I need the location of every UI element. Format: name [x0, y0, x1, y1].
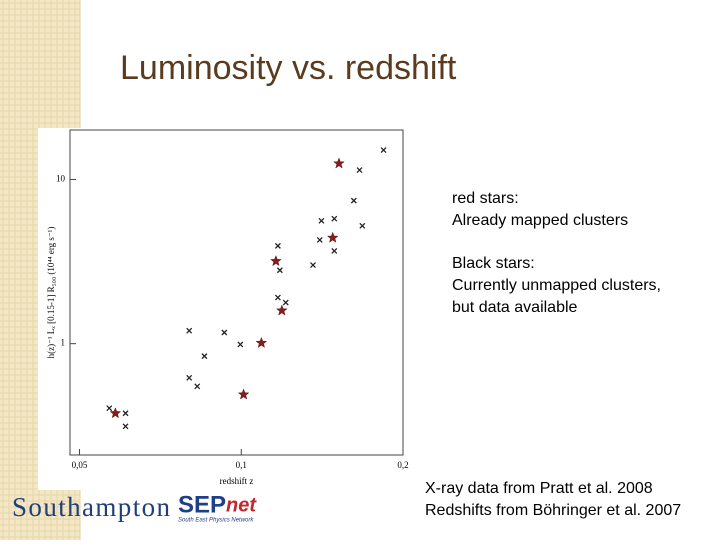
- cross-point: [122, 423, 129, 430]
- cross-point: [331, 215, 338, 222]
- southampton-logo: Southampton: [12, 492, 171, 522]
- cross-point: [106, 405, 113, 412]
- net-logo: net: [226, 494, 257, 516]
- note: but data available: [452, 299, 578, 316]
- cross-point: [350, 197, 357, 204]
- cross-point: [316, 237, 323, 243]
- y-axis-label: h(z)⁻¹ Lₓ [0.15-1] R₅₀₀ (10⁴⁴ erg s⁻¹): [46, 227, 56, 359]
- cross-point: [318, 217, 325, 224]
- sep-logo: SEP: [178, 491, 226, 518]
- cross-point: [380, 147, 387, 154]
- star-point: [109, 407, 122, 419]
- x-tick-label: 0,2: [397, 460, 408, 470]
- x-tick-label: 0,05: [72, 460, 88, 470]
- cross-point: [194, 383, 201, 390]
- plot-frame: [69, 129, 404, 456]
- note: Black stars:: [452, 255, 535, 272]
- star-point: [276, 304, 288, 316]
- credit: X-ray data from Pratt et al. 2008: [425, 480, 653, 497]
- plot: 0,05 0,1 0,2 1 10 redshift z h(z)⁻¹ Lₓ [0.15-1…: [46, 147, 409, 486]
- star-point: [270, 255, 282, 267]
- note: Currently unmapped clusters,: [452, 277, 661, 294]
- credit: Redshifts from Böhringer et al. 2007: [425, 502, 681, 519]
- plot-image: [38, 128, 410, 490]
- cross-point: [274, 294, 281, 301]
- cross-point: [186, 374, 193, 381]
- cross-point: [276, 267, 283, 274]
- star-point: [255, 336, 268, 348]
- slide-title: Luminosity vs. redshift: [120, 49, 457, 87]
- star-point: [237, 388, 250, 400]
- cross-point: [356, 167, 363, 174]
- y-tick-label: 10: [56, 174, 66, 184]
- sepnet-tagline: South East Physics Network: [178, 518, 254, 524]
- cross-point: [282, 299, 289, 306]
- star-point: [333, 157, 345, 169]
- note: Already mapped clusters: [452, 212, 628, 229]
- cross-point: [310, 262, 316, 269]
- x-tick-label: 0,1: [236, 460, 247, 470]
- y-tick-label: 1: [61, 338, 66, 348]
- cross-point: [359, 222, 366, 229]
- note: red stars:: [452, 190, 519, 207]
- cross-point: [201, 353, 208, 360]
- cross-point: [237, 341, 244, 348]
- x-axis-label: redshift z: [220, 476, 254, 486]
- cross-point: [274, 242, 281, 249]
- star-point: [326, 231, 339, 243]
- cross-point: [331, 247, 338, 254]
- cross-point: [186, 327, 193, 334]
- cross-point: [221, 329, 228, 336]
- cross-point: [122, 410, 129, 417]
